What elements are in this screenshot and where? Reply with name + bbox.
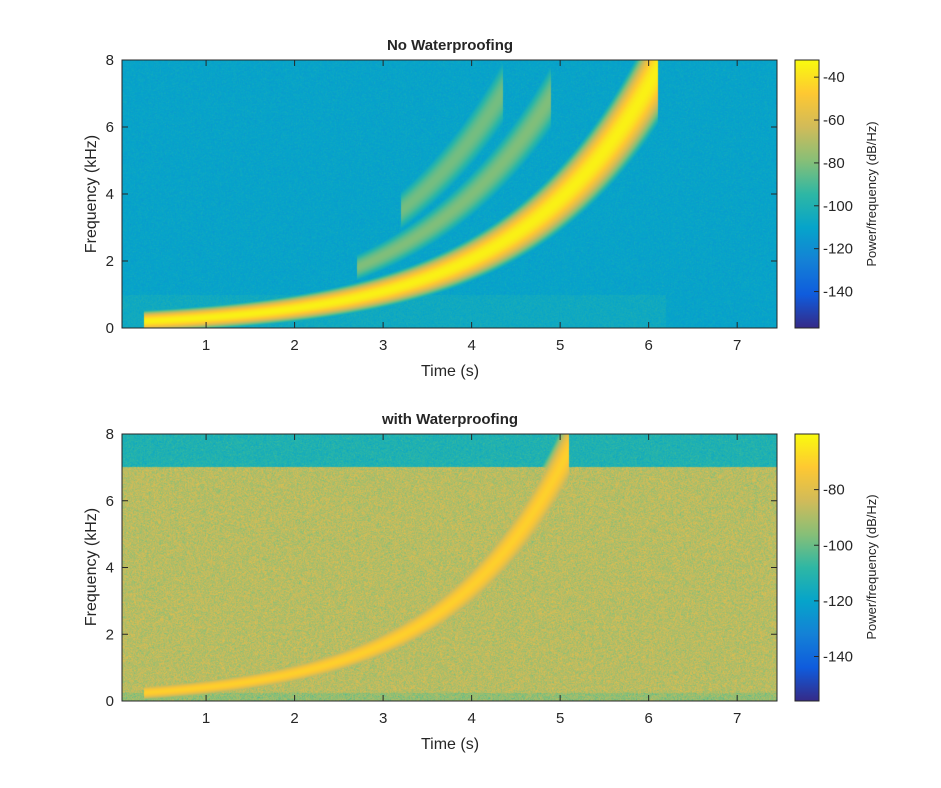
x-axis: 1 2 3 4 5 6 7 [202, 434, 741, 727]
x-tick-label: 6 [644, 337, 652, 354]
y-tick-label: 8 [106, 426, 114, 443]
y-tick-label: 4 [106, 186, 114, 203]
y-tick-label: 8 [106, 52, 114, 69]
x-tick-label: 7 [733, 337, 741, 354]
x-tick-label: 6 [644, 710, 652, 727]
colorbar-tick-label: -40 [823, 69, 845, 86]
colorbar-tick-label: -80 [823, 482, 845, 499]
colorbar-tick-label: -100 [823, 537, 853, 554]
x-axis-label: Time (s) [421, 363, 479, 380]
chart-title: with Waterproofing [381, 411, 518, 428]
spectrogram-image [122, 434, 777, 701]
x-tick-label: 7 [733, 710, 741, 727]
x-tick-label: 4 [467, 710, 475, 727]
colorbar-tick-label: -60 [823, 112, 845, 129]
x-tick-label: 3 [379, 337, 387, 354]
colorbar-ticks: -80 -100 -120 -140 [814, 482, 853, 666]
y-tick-label: 2 [106, 626, 114, 643]
colorbar: -40 -60 -80 -100 -120 -140 Power/frequency (d… [794, 59, 879, 329]
x-tick-label: 2 [290, 710, 298, 727]
colorbar-gradient [794, 59, 820, 329]
x-tick-label: 3 [379, 710, 387, 727]
x-axis-label: Time (s) [421, 736, 479, 753]
plot-area [121, 433, 778, 702]
spectrogram-panel-with-waterproofing: with Waterproofing 1 2 3 4 5 6 7 0 2 4 6 8 Time (s… [83, 411, 879, 753]
y-axis: 0 2 4 6 8 [106, 52, 777, 337]
colorbar-label: Power/frequency (dB/Hz) [864, 121, 879, 266]
x-tick-label: 1 [202, 710, 210, 727]
colorbar-label: Power/frequency (dB/Hz) [864, 494, 879, 639]
x-tick-label: 5 [556, 337, 564, 354]
colorbar-tick-label: -120 [823, 593, 853, 610]
spectrogram-image [122, 60, 777, 328]
x-tick-label: 4 [467, 337, 475, 354]
y-tick-label: 0 [106, 320, 114, 337]
y-axis-label: Frequency (kHz) [83, 135, 100, 253]
colorbar-tick-label: -100 [823, 198, 853, 215]
y-tick-label: 4 [106, 560, 114, 577]
y-axis: 0 2 4 6 8 [106, 426, 777, 710]
x-tick-label: 1 [202, 337, 210, 354]
y-tick-label: 2 [106, 253, 114, 270]
x-tick-label: 2 [290, 337, 298, 354]
colorbar-tick-label: -140 [823, 284, 853, 301]
x-tick-label: 5 [556, 710, 564, 727]
colorbar-ticks: -40 -60 -80 -100 -120 -140 [814, 69, 853, 301]
colorbar-tick-label: -140 [823, 649, 853, 666]
colorbar: -80 -100 -120 -140 Power/frequency (dB/Hz) [794, 433, 879, 702]
x-axis: 1 2 3 4 5 6 7 [202, 60, 741, 354]
colorbar-gradient [794, 433, 820, 702]
y-tick-label: 6 [106, 119, 114, 136]
colorbar-tick-label: -80 [823, 155, 845, 172]
chart-title: No Waterproofing [387, 37, 513, 54]
y-tick-label: 6 [106, 493, 114, 510]
plot-area [121, 59, 778, 329]
y-axis-label: Frequency (kHz) [83, 508, 100, 626]
colorbar-tick-label: -120 [823, 241, 853, 258]
y-tick-label: 0 [106, 693, 114, 710]
